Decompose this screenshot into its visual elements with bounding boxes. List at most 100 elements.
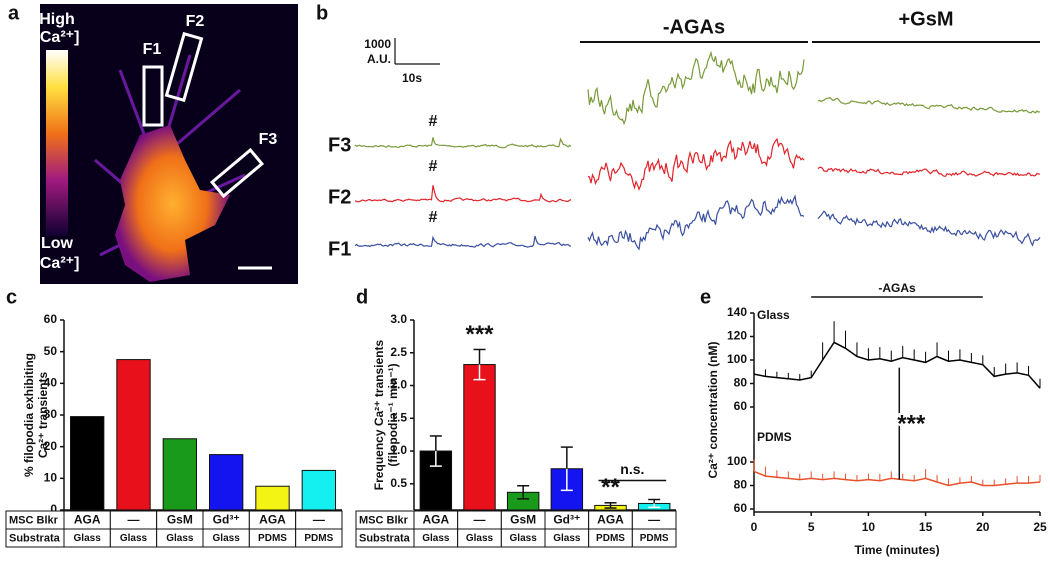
bar <box>463 364 496 511</box>
cell-body <box>115 125 230 282</box>
significance: *** <box>897 410 926 437</box>
colorbar <box>46 50 68 236</box>
table-text: Gd³⁺ <box>553 513 580 527</box>
trace <box>587 137 805 191</box>
y-tick-label: 80 <box>734 478 748 492</box>
bar <box>301 469 337 511</box>
condition-label: -AGAs <box>663 16 725 38</box>
panel-letter: e <box>700 286 711 308</box>
bar <box>116 359 151 511</box>
table-cell <box>355 528 415 548</box>
scale-label: 10s <box>402 71 422 85</box>
y-tick-label: 60 <box>44 312 58 326</box>
table-text: PDMS <box>304 533 333 544</box>
table-row-label: Substrata <box>9 532 61 544</box>
peak-marker: # <box>429 158 438 175</box>
table-text: — <box>648 513 660 527</box>
y-tick-label: 100 <box>727 352 747 366</box>
panel-letter: a <box>8 2 20 24</box>
scale-label: 1000 <box>364 37 391 51</box>
table-text: Glass <box>166 533 194 544</box>
y-tick-label: 30 <box>44 407 58 421</box>
y-axis-label: Frequency Ca²⁺ transients <box>372 339 386 490</box>
peak-marker: # <box>429 209 438 226</box>
scale-label: Low <box>41 235 74 252</box>
trace <box>587 50 805 126</box>
trace <box>354 137 572 149</box>
table-text: Glass <box>120 533 148 544</box>
y-tick-label: 10 <box>44 471 58 485</box>
series-label: Glass <box>757 308 790 322</box>
y-tick-label: 0 <box>50 502 57 516</box>
table-text: AGA <box>259 513 286 527</box>
table-text: GsM <box>510 513 536 527</box>
y-tick-label: 2.5 <box>390 345 407 359</box>
y-tick-label: 3.0 <box>390 312 407 326</box>
region-label: F2 <box>186 13 205 30</box>
table-text: Glass <box>213 533 241 544</box>
y-tick-label: 60 <box>734 501 748 515</box>
bar <box>208 454 244 511</box>
series-line <box>753 470 1041 487</box>
bar <box>69 416 105 511</box>
table-text: Glass <box>553 533 581 544</box>
table-cell <box>295 528 343 548</box>
table-text: PDMS <box>258 533 287 544</box>
panel-b: b 1000 A.U. 10s -AGAs +GsM F3 F2 F1 # # … <box>316 2 1040 260</box>
panel-letter: d <box>356 286 368 308</box>
table-row-label: MSC Blkr <box>359 514 409 526</box>
y-tick-label: 2.0 <box>390 378 407 392</box>
series-label: PDMS <box>757 430 792 444</box>
table-text: — <box>128 513 140 527</box>
y-tick-label: 40 <box>44 376 58 390</box>
table-text: GsM <box>167 513 193 527</box>
table-text: — <box>474 513 486 527</box>
table-text: — <box>313 513 325 527</box>
peak-marker: # <box>429 113 438 130</box>
table-text: PDMS <box>640 533 669 544</box>
region-box <box>142 65 164 127</box>
trace <box>817 210 1041 247</box>
y-tick-label: 1.0 <box>390 443 407 457</box>
scale-label: High <box>39 11 75 28</box>
trace <box>817 97 1041 114</box>
trace <box>354 185 572 203</box>
bar <box>162 438 198 511</box>
y-axis-label: Ca²⁺ concentration (nM) <box>706 341 720 478</box>
table-cell <box>5 528 65 548</box>
y-axis-label: % filopodia exhibiting <box>22 353 36 477</box>
significance: ** <box>601 474 620 501</box>
y-tick-label: 80 <box>734 376 748 390</box>
y-tick-label: 0.5 <box>390 476 407 490</box>
table-text: AGA <box>74 513 101 527</box>
x-tick-label: 5 <box>808 520 815 534</box>
table-text: Glass <box>74 533 102 544</box>
y-tick-label: 20 <box>44 439 58 453</box>
x-tick-label: 10 <box>862 520 876 534</box>
table-text: Glass <box>422 533 450 544</box>
y-tick-label: 60 <box>734 399 748 413</box>
trace <box>587 194 805 251</box>
y-tick-label: 50 <box>44 344 58 358</box>
x-tick-label: 0 <box>751 520 758 534</box>
trace-label: F3 <box>328 134 351 156</box>
bracket-label: n.s. <box>620 461 644 477</box>
trace-label: F1 <box>328 238 351 260</box>
region-label: F3 <box>259 131 278 148</box>
x-axis-label: Time (minutes) <box>854 543 939 557</box>
y-tick-label: 140 <box>727 305 747 319</box>
y-axis-label: (filopodia⁻¹ min⁻¹) <box>386 363 400 466</box>
y-tick-label: 120 <box>727 329 747 343</box>
region-box <box>164 31 204 103</box>
table-text: Gd³⁺ <box>213 513 240 527</box>
x-tick-label: 25 <box>1033 520 1047 534</box>
condition-label: +GsM <box>898 8 953 30</box>
region-box <box>209 147 265 199</box>
bar <box>255 485 290 511</box>
y-axis-label: Ca²⁺ transients <box>36 371 50 458</box>
table-text: AGA <box>597 513 624 527</box>
scale-label: [Ca²⁺] <box>35 255 80 272</box>
x-tick-label: 15 <box>919 520 933 534</box>
table-row-label: Substrata <box>359 532 411 544</box>
table-text: AGA <box>422 513 449 527</box>
